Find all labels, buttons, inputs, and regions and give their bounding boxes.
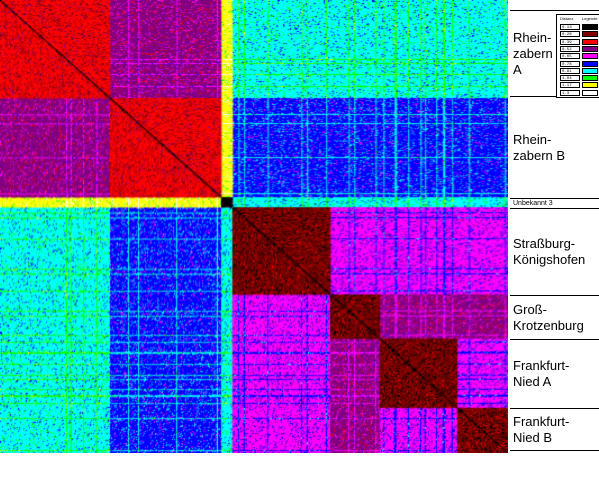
legend-entry: 1.04 — [560, 75, 598, 82]
group-label-rheinzabern-b: Rhein- zabern B — [510, 96, 599, 198]
legend-entry: 0.13 — [560, 24, 598, 30]
legend-swatch — [582, 24, 598, 30]
legend-entry: 1.3 — [560, 89, 598, 96]
legend-swatch — [582, 67, 598, 74]
legend-value: 1.04 — [560, 75, 580, 82]
legend-entry: 0.39 — [560, 38, 598, 45]
group-label-rheinzabern-a: Rhein- zabern A — [510, 10, 599, 96]
group-label-frankfurt-nied-a: Frankfurt- Nied A — [510, 339, 599, 408]
legend-value: 0.65 — [560, 53, 580, 60]
legend-swatch — [582, 53, 598, 60]
legend-entry: 0.26 — [560, 31, 598, 38]
group-label-frankfurt-nied-b: Frankfurt- Nied B — [510, 408, 599, 451]
legend-swatch — [582, 89, 598, 96]
legend-value: 0.91 — [560, 67, 580, 74]
legend-entry: 0.78 — [560, 60, 598, 67]
legend-swatch — [582, 75, 598, 82]
distance-matrix-heatmap — [0, 0, 508, 453]
legend-swatch — [582, 38, 598, 45]
legend-value: 0.78 — [560, 60, 580, 67]
legend-swatch — [582, 45, 598, 52]
legend-value: 1.3 — [560, 89, 580, 96]
legend-value: 0.39 — [560, 38, 580, 45]
legend-swatch — [582, 60, 598, 67]
group-label-gross-krotzenburg: Groß- Krotzenburg — [510, 295, 599, 339]
legend-entry: 0.91 — [560, 67, 598, 74]
legend-header-distance: Distanz — [560, 16, 574, 21]
group-label-unbekannt-3: Unbekannt 3 — [510, 198, 599, 208]
legend-value: 0.52 — [560, 45, 580, 52]
legend-value: 1.17 — [560, 82, 580, 89]
legend-swatch — [582, 31, 598, 38]
legend-entry: 0.52 — [560, 45, 598, 52]
legend-value: 0.13 — [560, 24, 580, 30]
group-label-strassburg-koenigshofen: Straßburg- Königshofen — [510, 208, 599, 295]
legend-entry: 1.17 — [560, 82, 598, 89]
legend-value: 0.26 — [560, 31, 580, 38]
legend-entry: 0.65 — [560, 53, 598, 60]
legend-header-legend: Legende — [582, 16, 598, 21]
color-legend: Distanz Legende 0.13 0.26 0.39 0.52 0.65 0.78… — [556, 14, 599, 98]
legend-swatch — [582, 82, 598, 89]
